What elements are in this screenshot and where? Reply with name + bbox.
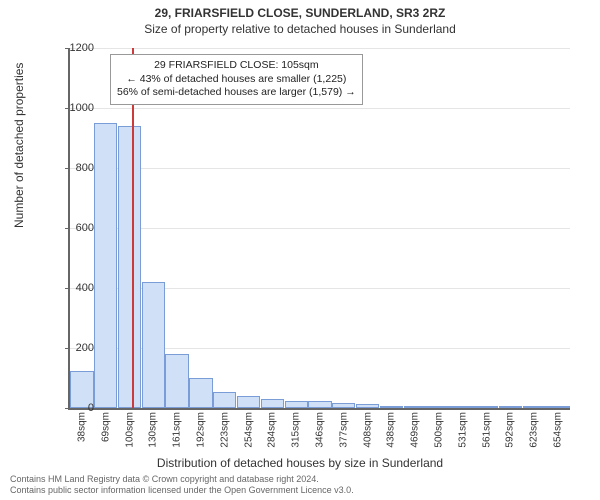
annotation-line3: 56% of semi-detached houses are larger (… <box>117 86 356 100</box>
footnote: Contains HM Land Registry data © Crown c… <box>10 474 590 496</box>
chart-container: 29, FRIARSFIELD CLOSE, SUNDERLAND, SR3 2… <box>0 0 600 500</box>
chart-title: 29, FRIARSFIELD CLOSE, SUNDERLAND, SR3 2… <box>0 0 600 20</box>
histogram-bar <box>213 392 236 409</box>
xtick-label: 654sqm <box>553 412 564 448</box>
xtick-label: 315sqm <box>291 412 302 448</box>
histogram-bar <box>94 123 117 408</box>
xtick-label: 500sqm <box>434 412 445 448</box>
gridline <box>70 168 570 169</box>
footnote-line1: Contains HM Land Registry data © Crown c… <box>10 474 590 485</box>
histogram-bar <box>451 406 474 408</box>
gridline <box>70 48 570 49</box>
xtick-label: 438sqm <box>386 412 397 448</box>
histogram-bar <box>165 354 188 408</box>
histogram-bar <box>261 399 284 408</box>
histogram-bar <box>332 403 355 408</box>
histogram-bar <box>499 406 522 408</box>
histogram-bar <box>356 404 379 408</box>
y-axis-label: Number of detached properties <box>12 63 26 228</box>
histogram-bar <box>189 378 212 408</box>
histogram-bar <box>142 282 165 408</box>
histogram-bar <box>380 406 403 408</box>
xtick-label: 561sqm <box>481 412 492 448</box>
xtick-label: 130sqm <box>148 412 159 448</box>
histogram-bar <box>308 401 331 408</box>
ytick-label: 200 <box>54 342 94 354</box>
histogram-bar <box>546 406 569 408</box>
xtick-label: 377sqm <box>338 412 349 448</box>
xtick-label: 531sqm <box>457 412 468 448</box>
histogram-bar <box>475 406 498 408</box>
annotation-line1: 29 FRIARSFIELD CLOSE: 105sqm <box>117 59 356 73</box>
gridline <box>70 108 570 109</box>
gridline <box>70 228 570 229</box>
xtick-label: 100sqm <box>124 412 135 448</box>
plot-area: 38sqm69sqm100sqm130sqm161sqm192sqm223sqm… <box>68 48 570 410</box>
xtick-label: 284sqm <box>267 412 278 448</box>
ytick-label: 1000 <box>54 102 94 114</box>
xtick-label: 408sqm <box>362 412 373 448</box>
xtick-label: 254sqm <box>243 412 254 448</box>
xtick-label: 469sqm <box>410 412 421 448</box>
xtick-label: 223sqm <box>219 412 230 448</box>
histogram-bar <box>404 406 427 408</box>
chart-subtitle: Size of property relative to detached ho… <box>0 20 600 36</box>
histogram-bar <box>237 396 260 408</box>
histogram-bar <box>285 401 308 409</box>
xtick-label: 592sqm <box>505 412 516 448</box>
xtick-label: 623sqm <box>529 412 540 448</box>
histogram-bar <box>427 406 450 408</box>
xtick-label: 38sqm <box>76 412 87 442</box>
ytick-label: 800 <box>54 162 94 174</box>
ytick-label: 600 <box>54 222 94 234</box>
annotation-line2: ← 43% of detached houses are smaller (1,… <box>117 73 356 87</box>
ytick-label: 1200 <box>54 42 94 54</box>
xtick-label: 346sqm <box>315 412 326 448</box>
x-axis-label: Distribution of detached houses by size … <box>0 456 600 470</box>
ytick-label: 400 <box>54 282 94 294</box>
xtick-label: 161sqm <box>172 412 183 448</box>
ytick-label: 0 <box>54 402 94 414</box>
histogram-bar <box>523 406 546 408</box>
annotation-box: 29 FRIARSFIELD CLOSE: 105sqm ← 43% of de… <box>110 54 363 105</box>
xtick-label: 69sqm <box>100 412 111 442</box>
footnote-line2: Contains public sector information licen… <box>10 485 590 496</box>
histogram-bar <box>118 126 141 408</box>
xtick-label: 192sqm <box>195 412 206 448</box>
